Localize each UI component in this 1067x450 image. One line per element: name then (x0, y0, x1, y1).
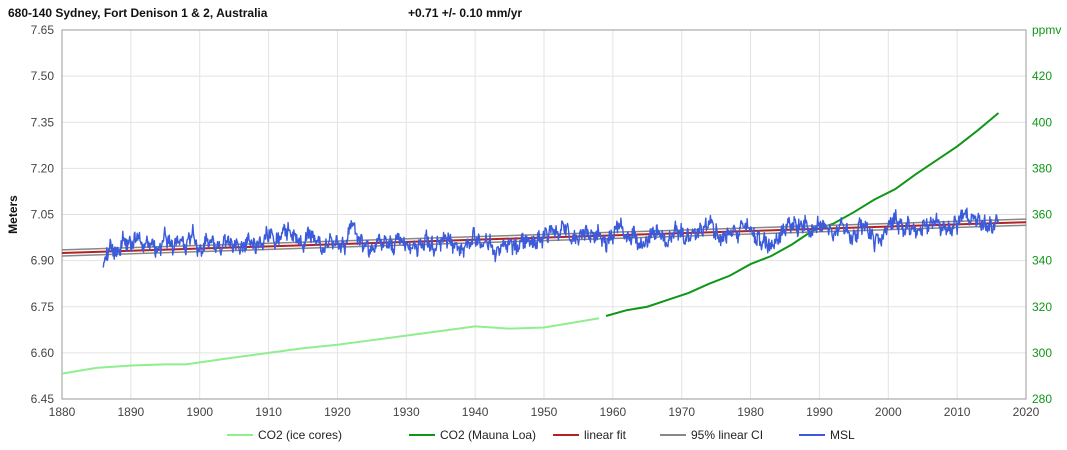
y2-axis-label: ppmv (1032, 23, 1061, 37)
y2-tick-label: 300 (1032, 346, 1052, 360)
x-tick-label: 1990 (806, 405, 833, 419)
legend-label: MSL (830, 428, 855, 442)
legend-item[interactable]: CO2 (Mauna Loa) (409, 428, 536, 442)
y2-tick-label: 280 (1032, 392, 1052, 406)
x-tick-label: 1970 (668, 405, 695, 419)
x-tick-label: 1910 (255, 405, 282, 419)
y-tick-label: 7.35 (31, 115, 55, 129)
x-tick-label: 1960 (600, 405, 627, 419)
y2-tick-label: 340 (1032, 254, 1052, 268)
x-tick-label: 1890 (118, 405, 145, 419)
y2-tick-label: 400 (1032, 115, 1052, 129)
y2-tick-label: 320 (1032, 300, 1052, 314)
y2-axis-ticks: 280 300 320 340 360 380 400 420 (1032, 69, 1052, 406)
y-axis-label: Meters (6, 195, 20, 234)
y2-tick-label: 360 (1032, 208, 1052, 222)
legend-label: CO2 (ice cores) (258, 428, 342, 442)
x-tick-label: 2010 (944, 405, 971, 419)
x-tick-label: 2020 (1013, 405, 1040, 419)
x-tick-label: 1880 (49, 405, 76, 419)
x-tick-label: 1930 (393, 405, 420, 419)
y-tick-label: 6.90 (31, 254, 55, 268)
legend-item[interactable]: CO2 (ice cores) (227, 428, 342, 442)
y-tick-label: 6.75 (31, 300, 55, 314)
legend-label: CO2 (Mauna Loa) (440, 428, 536, 442)
co2-mauna-loa-line (605, 112, 1000, 317)
msl-line (102, 207, 1000, 268)
plot-frame (61, 29, 1027, 400)
series-layer (61, 112, 1027, 375)
y-tick-label: 7.50 (31, 69, 55, 83)
legend-item[interactable]: linear fit (553, 428, 627, 442)
y-tick-label: 7.20 (31, 161, 55, 175)
y2-tick-label: 420 (1032, 69, 1052, 83)
x-tick-label: 1980 (737, 405, 764, 419)
y2-tick-label: 380 (1032, 161, 1052, 175)
legend-label: linear fit (584, 428, 627, 442)
y-tick-label: 7.05 (31, 208, 55, 222)
chart-title: 680-140 Sydney, Fort Denison 1 & 2, Aust… (8, 6, 268, 20)
co2-ice-cores-line (61, 317, 600, 375)
legend-item[interactable]: MSL (799, 428, 855, 442)
x-tick-label: 1950 (531, 405, 558, 419)
legend-label: 95% linear CI (691, 428, 763, 442)
trend-rate-label: +0.71 +/- 0.10 mm/yr (408, 6, 522, 20)
x-tick-label: 2000 (875, 405, 902, 419)
legend-item[interactable]: 95% linear CI (660, 428, 763, 442)
y-tick-label: 7.65 (31, 23, 55, 37)
x-axis-ticks: 1880 1890 1900 1910 1920 1930 1940 1950 1960 1970… (49, 405, 1040, 419)
x-tick-label: 1920 (324, 405, 351, 419)
chart-title-group: 680-140 Sydney, Fort Denison 1 & 2, Aust… (8, 6, 522, 20)
y-axis-ticks: 6.45 6.60 6.75 6.90 7.05 7.20 7.35 7.50 7.65 (31, 23, 55, 406)
x-tick-label: 1940 (462, 405, 489, 419)
y-tick-label: 6.60 (31, 346, 55, 360)
y-tick-label: 6.45 (31, 392, 55, 406)
legend: CO2 (ice cores) CO2 (Mauna Loa) linear fit… (227, 428, 855, 442)
grid (61, 29, 1027, 400)
x-tick-label: 1900 (186, 405, 213, 419)
